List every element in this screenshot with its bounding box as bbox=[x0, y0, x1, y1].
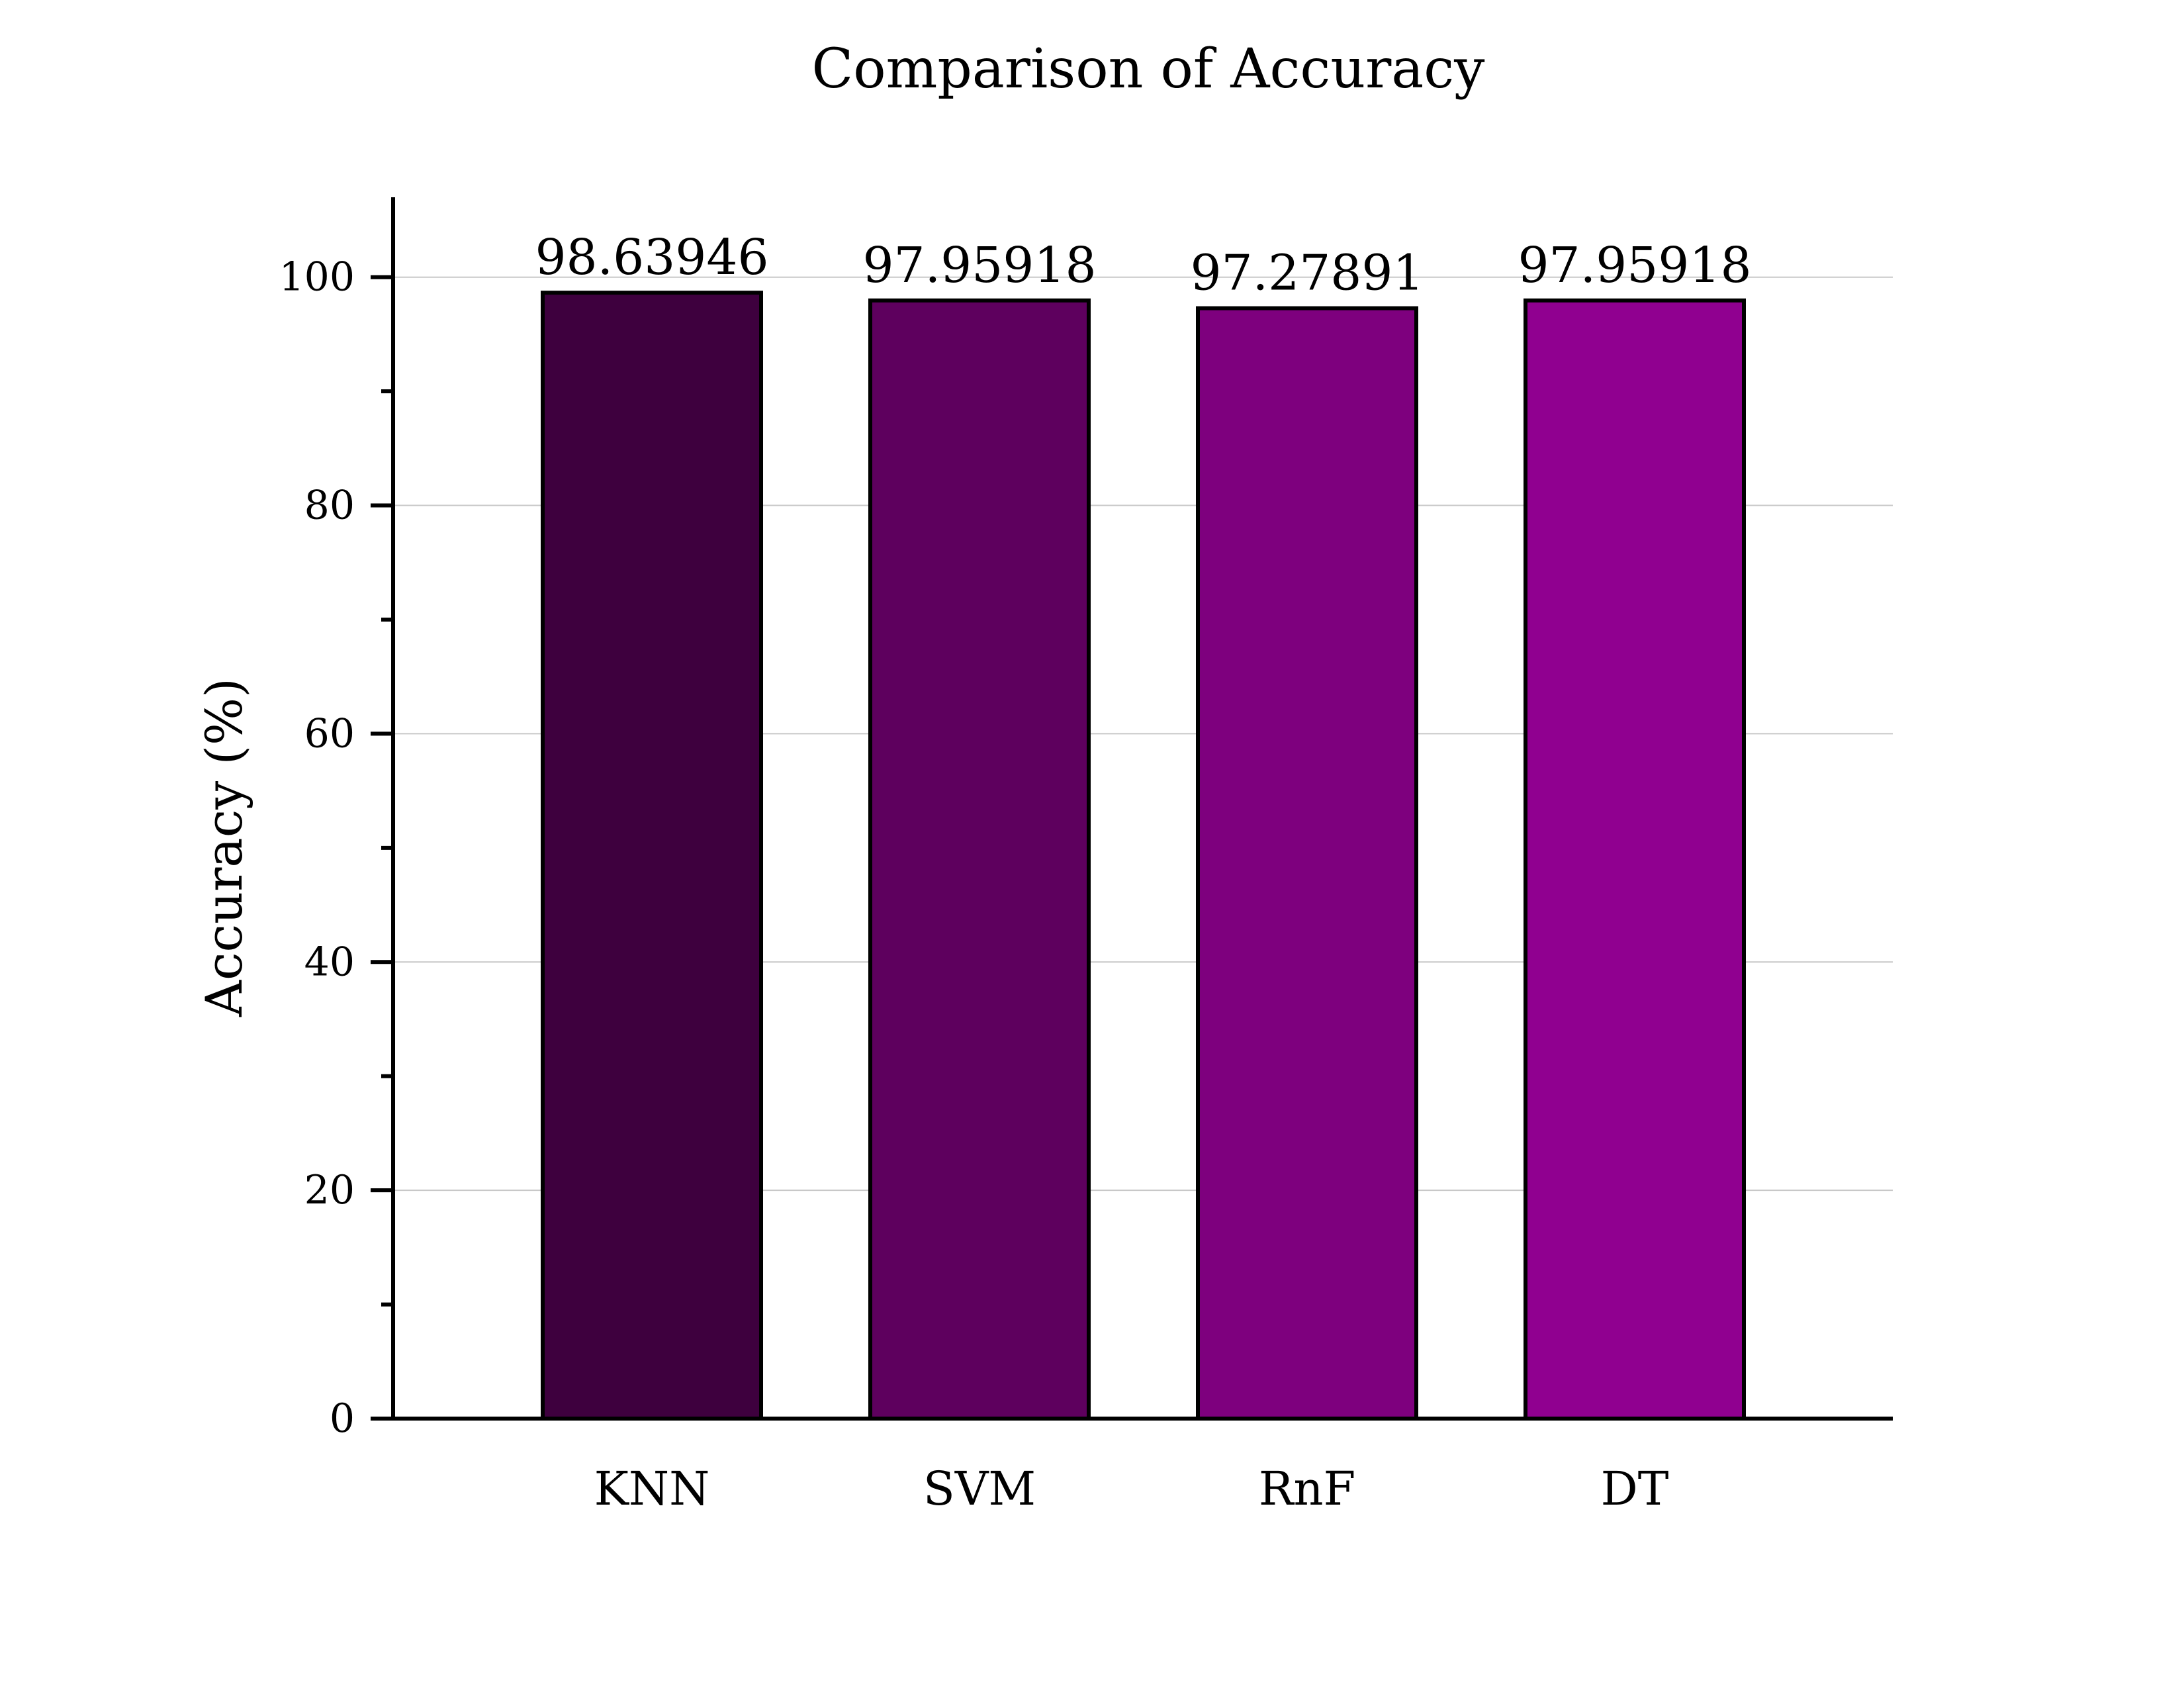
data-label-knn: 98.63946 bbox=[535, 229, 768, 286]
y-tick-label-100: 100 bbox=[279, 254, 355, 301]
y-tick-label-20: 20 bbox=[304, 1167, 355, 1213]
bar-rnf bbox=[1196, 306, 1418, 1421]
y-axis-label: Accuracy (%) bbox=[195, 678, 253, 1017]
bar-svm bbox=[868, 298, 1091, 1421]
x-tick-labels: KNN SVM RnF DT bbox=[594, 1462, 1669, 1516]
y-tick-label-60: 60 bbox=[304, 710, 355, 757]
x-tick-label-dt: DT bbox=[1601, 1462, 1669, 1516]
data-label-rnf: 97.27891 bbox=[1190, 245, 1424, 302]
chart-title: Comparison of Accuracy bbox=[812, 38, 1486, 101]
bars bbox=[541, 291, 1746, 1421]
data-labels: 98.63946 97.95918 97.27891 97.95918 bbox=[535, 229, 1751, 301]
x-tick-label-rnf: RnF bbox=[1259, 1462, 1355, 1516]
bar-knn bbox=[541, 291, 763, 1421]
y-ticks: 0 20 40 60 80 100 bbox=[279, 254, 393, 1442]
x-tick-label-knn: KNN bbox=[594, 1462, 710, 1516]
data-label-dt: 97.95918 bbox=[1518, 237, 1751, 294]
y-tick-label-0: 0 bbox=[330, 1395, 355, 1442]
bar-dt bbox=[1524, 298, 1746, 1421]
axes bbox=[391, 197, 1893, 1421]
y-tick-label-80: 80 bbox=[304, 483, 355, 529]
y-tick-label-40: 40 bbox=[304, 939, 355, 985]
data-label-svm: 97.95918 bbox=[862, 237, 1096, 294]
x-tick-label-svm: SVM bbox=[923, 1462, 1036, 1516]
